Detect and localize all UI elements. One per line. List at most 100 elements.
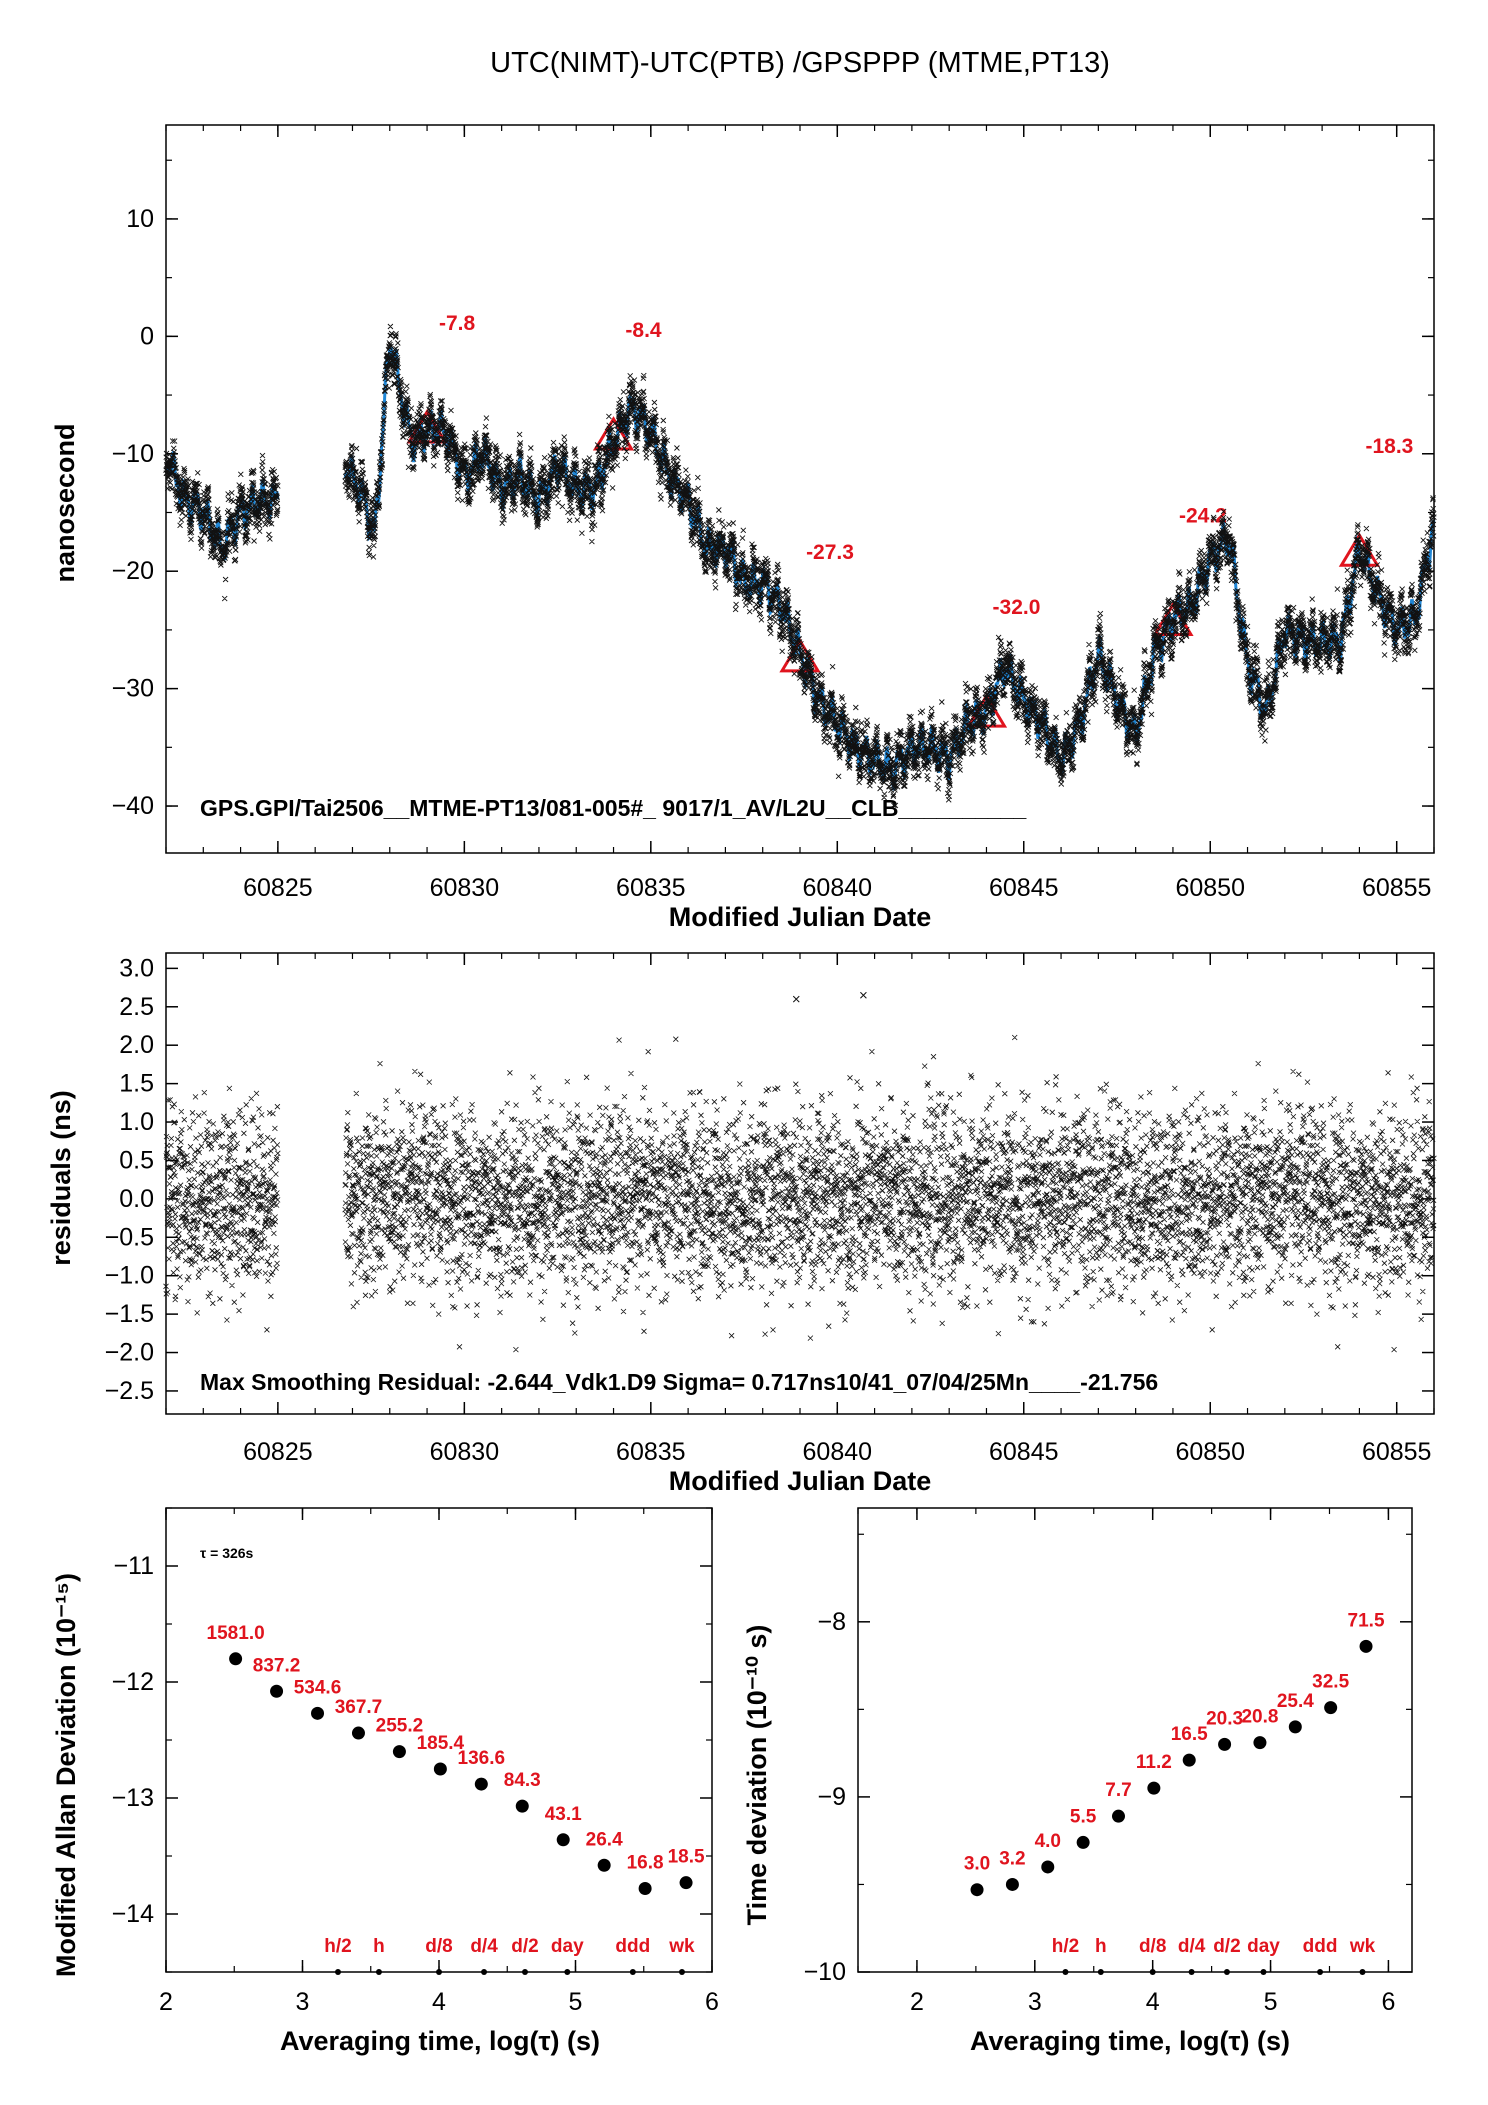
data-point-label: 11.2 (1136, 1752, 1172, 1773)
residual-annotation: Max Smoothing Residual: -2.644_Vdk1.D9 S… (200, 1369, 1158, 1395)
figure-title: UTC(NIMT)-UTC(PTB) /GPSPPP (MTME,PT13) (490, 47, 1110, 79)
reference-label: d/2 (1213, 1936, 1240, 1957)
time-deviation-panel: Averaging time, log(τ) (s) Time deviatio… (742, 1507, 1413, 2056)
x-tick-label: 2 (910, 1988, 924, 2016)
reference-label: wk (1349, 1936, 1376, 1957)
data-point (1253, 1736, 1267, 1750)
x-axis-title: Averaging time, log(τ) (s) (970, 2026, 1290, 2056)
trend-line (343, 345, 1436, 791)
x-tick-label: 60840 (803, 1438, 873, 1466)
data-point (679, 1876, 693, 1890)
data-point (597, 1858, 611, 1872)
data-point-label: 185.4 (417, 1733, 465, 1754)
y-tick-label: 1.5 (119, 1070, 154, 1098)
plot-frame (857, 1507, 1413, 1973)
y-tick-label: −2.5 (105, 1377, 154, 1405)
x-tick-label: 60840 (803, 874, 873, 902)
reference-mark (1317, 1969, 1324, 1975)
data-point (1076, 1835, 1090, 1849)
x-axis-title: Modified Julian Date (669, 1466, 932, 1496)
reference-mark (564, 1969, 571, 1975)
data-point (638, 1881, 652, 1895)
residuals-panel: Max Smoothing Residual: -2.644_Vdk1.D9 S… (46, 952, 1437, 1496)
y-tick-label: −2.0 (105, 1339, 154, 1367)
y-tick-label: −12 (112, 1668, 154, 1696)
x-tick-label: 60835 (616, 874, 686, 902)
data-point (556, 1833, 570, 1847)
data-point-label: 43.1 (545, 1804, 582, 1825)
data-point (1218, 1737, 1232, 1751)
x-tick-label: 60845 (989, 1438, 1059, 1466)
y-tick-label: 0 (140, 322, 154, 350)
reference-label: h/2 (324, 1936, 351, 1957)
reference-label: day (551, 1936, 584, 1957)
data-point-label: 1581.0 (207, 1623, 265, 1644)
data-point-label: 20.8 (1241, 1707, 1278, 1728)
reference-mark (334, 1969, 341, 1975)
data-point (229, 1652, 243, 1666)
reference-mark (436, 1969, 442, 1975)
data-point-label: 255.2 (376, 1716, 424, 1737)
y-tick-label: 0.5 (119, 1146, 154, 1174)
data-point-label: 16.8 (627, 1852, 664, 1873)
data-point (1005, 1877, 1019, 1891)
reference-label: d/8 (425, 1936, 452, 1957)
y-axis-title: Modified Allan Deviation (10⁻¹⁵) (51, 1573, 81, 1977)
reference-mark (678, 1969, 685, 1975)
x-tick-label: 5 (569, 1988, 583, 2016)
reference-label: d/2 (511, 1936, 538, 1957)
reference-label: h (1095, 1936, 1107, 1957)
data-point-label: 3.2 (999, 1848, 1025, 1869)
residual-outlier (792, 995, 800, 1003)
data-point (270, 1684, 284, 1698)
marker-label: -8.4 (625, 319, 662, 342)
data-point (1182, 1753, 1196, 1767)
x-tick-label: 60835 (616, 1438, 686, 1466)
data-point (1324, 1701, 1338, 1715)
data-point (970, 1883, 984, 1897)
reference-label: h (373, 1936, 385, 1957)
reference-mark (629, 1969, 636, 1975)
raw-points-cloud (163, 323, 1437, 809)
data-point (515, 1799, 529, 1813)
marker-label: -18.3 (1365, 435, 1413, 458)
data-point (351, 1726, 365, 1740)
y-tick-label: 2.0 (119, 1031, 154, 1059)
x-tick-label: 4 (432, 1988, 446, 2016)
data-point-label: 837.2 (253, 1655, 301, 1676)
reference-mark (375, 1969, 382, 1975)
x-tick-label: 3 (1028, 1988, 1042, 2016)
y-axis-title: Time deviation (10⁻¹⁰ s) (742, 1625, 772, 1926)
x-tick-label: 60850 (1175, 1438, 1245, 1466)
residual-outlier (860, 991, 867, 999)
reference-label: d/4 (1178, 1936, 1206, 1957)
y-tick-label: −30 (112, 675, 154, 703)
data-point (1041, 1860, 1055, 1874)
data-point-label: 71.5 (1348, 1610, 1385, 1631)
x-tick-label: 4 (1146, 1988, 1160, 2016)
y-axis-title: residuals (ns) (46, 1090, 76, 1266)
timeseries-panel: -7.8 -8.4 -27.3 -32.0 -24.2 -18.3 GPS.GPI/Tai… (50, 124, 1437, 932)
data-point-label: 5.5 (1070, 1806, 1097, 1827)
y-tick-label: 10 (126, 205, 154, 233)
y-axis-title: nanosecond (50, 423, 80, 582)
residual-points (163, 1034, 1437, 1353)
data-point-label: 136.6 (458, 1748, 506, 1769)
y-tick-label: −20 (112, 557, 154, 585)
x-tick-label: 2 (159, 1988, 173, 2016)
marker-label: -7.8 (439, 312, 476, 335)
y-tick-label: −40 (112, 792, 154, 820)
reference-mark (1188, 1969, 1195, 1975)
x-tick-label: 3 (296, 1988, 310, 2016)
x-tick-label: 60830 (430, 1438, 500, 1466)
reference-label: day (1247, 1936, 1280, 1957)
y-tick-label: −0.5 (105, 1223, 154, 1251)
data-point-label: 32.5 (1312, 1672, 1349, 1693)
reference-label: ddd (615, 1936, 650, 1957)
y-tick-label: −11 (113, 1552, 154, 1580)
x-axis-title: Modified Julian Date (669, 902, 932, 932)
data-point (311, 1706, 325, 1720)
x-tick-label: 6 (705, 1988, 719, 2016)
data-source-annotation: GPS.GPI/Tai2506__MTME-PT13/081-005#_ 901… (200, 795, 1027, 821)
